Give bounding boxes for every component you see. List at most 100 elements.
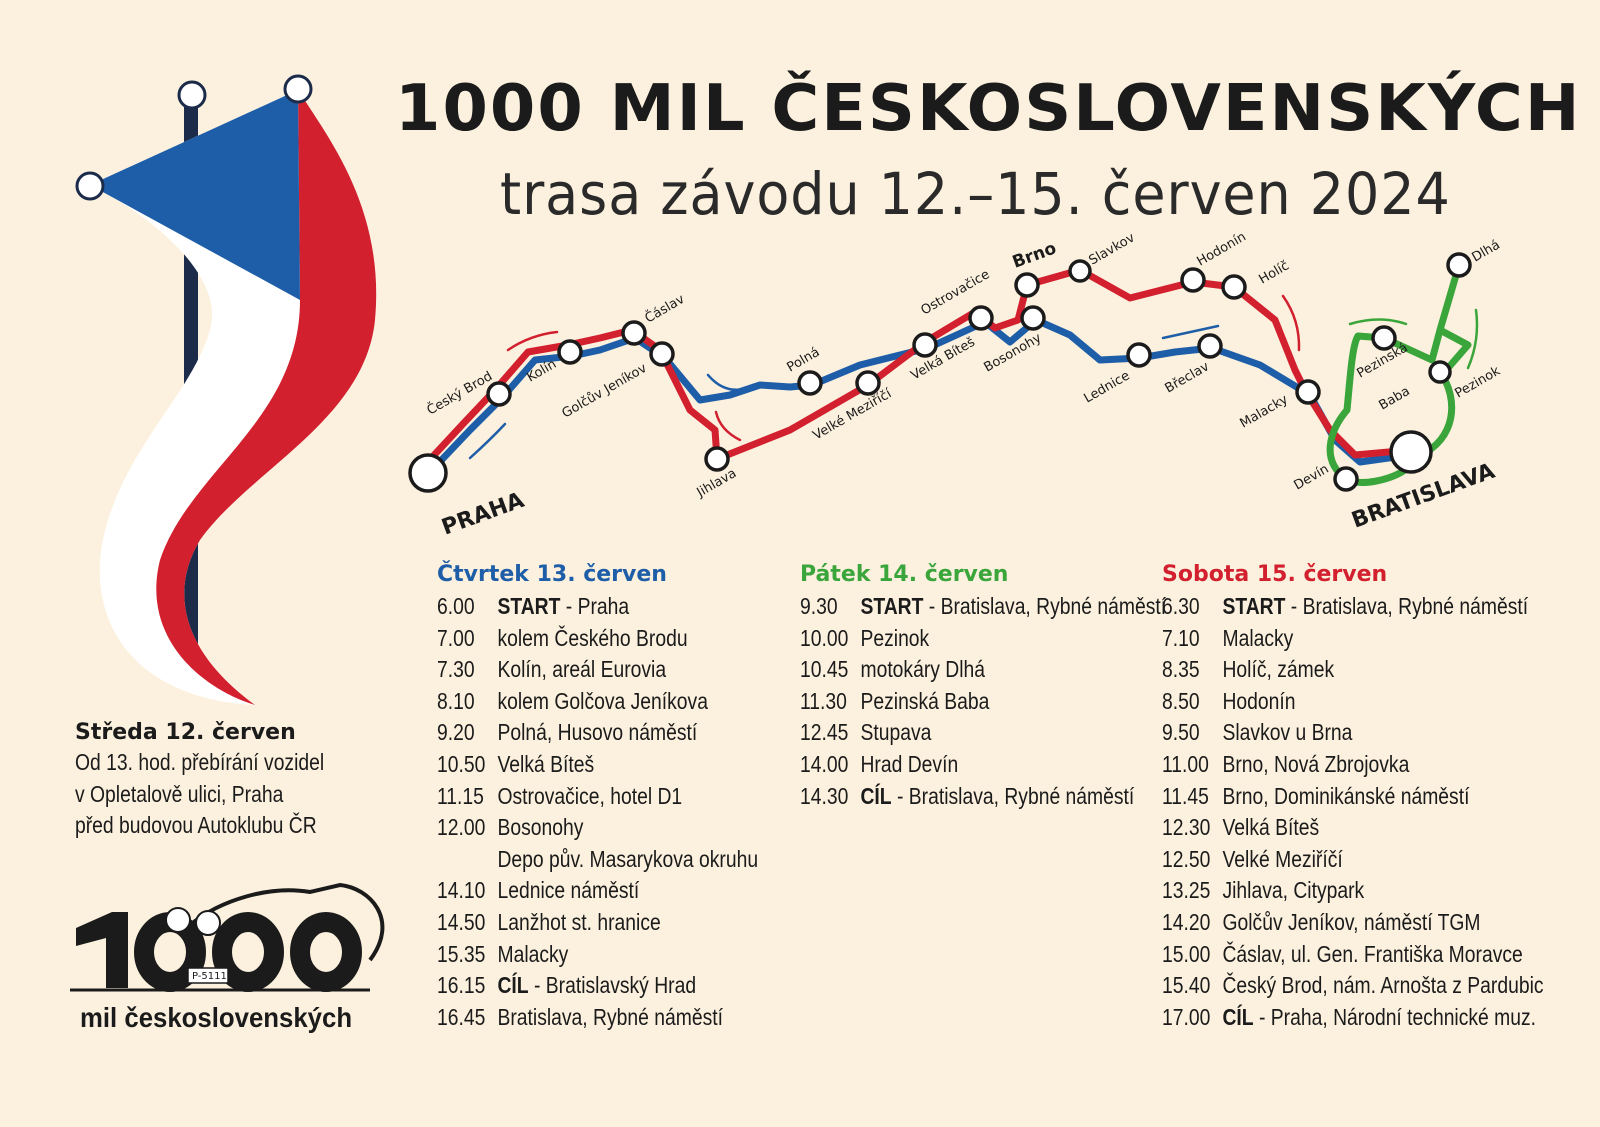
station-icon-velka-bites xyxy=(912,332,938,358)
schedule-row: 15.00 Čáslav, ul. Gen. Františka Moravce xyxy=(1162,939,1544,971)
schedule-row: 10.45 motokáry Dlhá xyxy=(800,654,1166,686)
schedule-row: 11.15 Ostrovačice, hotel D1 xyxy=(437,781,758,813)
schedule-row: 16.45 Bratislava, Rybné náměstí xyxy=(437,1002,758,1034)
station-label-hodonin: Hodonín xyxy=(1195,229,1249,269)
station-icon-hodonin xyxy=(1180,267,1206,293)
schedule-row: 7.10 Malacky xyxy=(1162,623,1544,655)
station-label-devin: Devín xyxy=(1292,462,1332,494)
station-icon-caslav xyxy=(621,320,647,346)
schedule-row: 9.50 Slavkov u Brna xyxy=(1162,717,1544,749)
station-label-dlha: Dlhá xyxy=(1470,238,1503,266)
schedule-time: 7.00 xyxy=(437,624,475,651)
schedule-row: 10.50 Velká Bíteš xyxy=(437,749,758,781)
schedule-time: 14.00 xyxy=(800,750,849,777)
station-icon-brno xyxy=(1014,272,1040,298)
station-icon-golcuv xyxy=(649,341,675,367)
station-label-brno: Brno xyxy=(1010,238,1059,272)
station-label-polna: Polná xyxy=(785,345,823,376)
schedule-place: Stupava xyxy=(860,719,932,746)
schedule-marker: CÍL xyxy=(860,782,892,809)
station-icon-pezinok xyxy=(1428,360,1452,384)
schedule-row: 12.30 Velká Bíteš xyxy=(1162,812,1544,844)
day-heading: Sobota 15. červen xyxy=(1162,562,1388,587)
station-icon-dlha xyxy=(1446,252,1472,278)
station-label-praha: PRAHA xyxy=(439,488,528,541)
schedule-time: 15.40 xyxy=(1162,972,1211,999)
direction-arrow-icon xyxy=(706,373,750,392)
wednesday-heading: Středa 12. červen xyxy=(75,720,296,745)
station-icon-cesky-brod xyxy=(486,381,512,407)
schedule-row: 13.25 Jihlava, Citypark xyxy=(1162,875,1544,907)
station-icon-slavkov xyxy=(1068,259,1092,283)
schedule-row: 12.45 Stupava xyxy=(800,717,1166,749)
schedule-place: Brno, Nová Zbrojovka xyxy=(1222,750,1410,777)
station-icon-kolin xyxy=(557,339,583,365)
page-title: 1000 MIL ČESKOSLOVENSKÝCH xyxy=(395,72,1582,146)
schedule-row: 11.00 Brno, Nová Zbrojovka xyxy=(1162,749,1544,781)
day-heading: Pátek 14. červen xyxy=(800,562,1009,587)
logo-text: mil československých xyxy=(80,1002,353,1033)
wednesday-note: Středa 12. červen Od 13. hod. přebírání … xyxy=(75,720,372,842)
schedule-row: 10.00 Pezinok xyxy=(800,623,1166,655)
station-label-golcuv: Golčův Jeníkov xyxy=(560,361,650,422)
schedule-place: Bratislava, Rybné náměstí xyxy=(497,1003,723,1030)
logo-number-graphic xyxy=(70,912,370,992)
schedule-place: Golčův Jeníkov, náměstí TGM xyxy=(1222,908,1481,935)
schedule-place: - Praha xyxy=(560,593,630,619)
flag-red xyxy=(156,90,377,705)
station-icon-breclav xyxy=(1197,333,1223,359)
schedule-time: 14.10 xyxy=(437,877,486,904)
schedule-time: 17.00 xyxy=(1162,1003,1211,1030)
schedule-place: kolem Českého Brodu xyxy=(497,624,688,651)
schedule-row: 14.30 CÍL - Bratislava, Rybné náměstí xyxy=(800,781,1166,813)
page-subtitle: trasa závodu 12.–15. červen 2024 xyxy=(500,160,1451,228)
schedule-place: Pezinok xyxy=(860,624,930,651)
license-plate-text: P-5111 xyxy=(192,971,227,982)
schedule-place: Ostrovačice, hotel D1 xyxy=(497,782,683,809)
station-label-pezinska-baba-2: Baba xyxy=(1377,384,1413,414)
schedule-row: 11.30 Pezinská Baba xyxy=(800,686,1166,718)
schedule-place: Brno, Dominikánské náměstí xyxy=(1222,782,1470,809)
direction-arrow-icon xyxy=(468,422,507,460)
station-icon-malacky xyxy=(1295,379,1321,405)
schedule-place: Velká Bíteš xyxy=(1222,814,1320,841)
station-label-malacky: Malacky xyxy=(1238,392,1291,431)
station-icon-holic xyxy=(1221,274,1247,300)
schedule-row: Depo pův. Masarykova okruhu xyxy=(437,844,758,876)
schedule-row: 14.20 Golčův Jeníkov, náměstí TGM xyxy=(1162,907,1544,939)
schedule-row: 6.00 START - Praha xyxy=(437,591,758,623)
schedule-time: 15.00 xyxy=(1162,940,1211,967)
schedule-time: 8.10 xyxy=(437,687,475,714)
station-label-bratislava: BRATISLAVA xyxy=(1349,459,1499,534)
schedule-time: 14.20 xyxy=(1162,908,1211,935)
schedule-place: Depo pův. Masarykova okruhu xyxy=(497,845,759,872)
schedule-time: 11.30 xyxy=(800,687,847,714)
license-plate xyxy=(187,967,229,984)
station-icon-velke-mezirici xyxy=(855,370,881,396)
schedule-time: 11.45 xyxy=(1162,782,1209,809)
schedule-time: 12.00 xyxy=(437,814,486,841)
direction-arrow-icon xyxy=(1161,324,1220,340)
station-icon-ostrovacice xyxy=(968,305,994,331)
schedule-place: Čáslav, ul. Gen. Františka Moravce xyxy=(1222,940,1523,967)
logo-1000-mil: P-5111 xyxy=(70,882,385,992)
schedule-marker: START xyxy=(497,593,561,619)
schedule-place: Holíč, zámek xyxy=(1222,656,1335,683)
schedule-place: - Bratislava, Rybné náměstí xyxy=(891,782,1135,809)
schedule-time: 8.50 xyxy=(1162,687,1200,714)
route-day1-blue xyxy=(428,316,1414,474)
station-icon-jihlava xyxy=(704,446,730,472)
schedule-time: 14.50 xyxy=(437,908,486,935)
schedule-place: motokáry Dlhá xyxy=(860,656,986,683)
schedule-place: Slavkov u Brna xyxy=(1222,719,1353,746)
schedule-day-2: Pátek 14. červen 9.30 START - Bratislava, … xyxy=(800,562,1236,812)
schedule-time: 10.50 xyxy=(437,750,486,777)
schedule-place: Hodonín xyxy=(1222,687,1296,714)
schedule-place: Polná, Husovo náměstí xyxy=(497,719,698,746)
schedule-time: 12.50 xyxy=(1162,845,1211,872)
schedule-row: 12.00 Bosonohy xyxy=(437,812,758,844)
czech-flag-icon xyxy=(75,74,377,705)
station-icon-bratislava xyxy=(1389,430,1433,474)
schedule-place: - Bratislava, Rybné náměstí xyxy=(1285,593,1529,619)
schedule-place: Kolín, areál Eurovia xyxy=(497,656,667,683)
